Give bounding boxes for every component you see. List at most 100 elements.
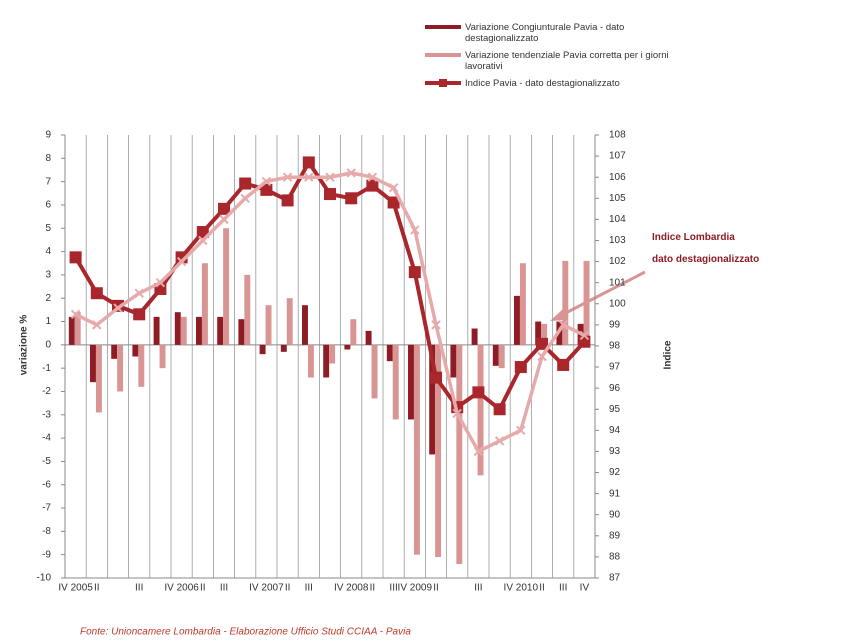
bar xyxy=(238,319,245,345)
marker xyxy=(281,194,294,207)
x-tick-label: III xyxy=(389,583,397,594)
y-tick-label: 6 xyxy=(45,200,51,211)
marker xyxy=(408,266,421,279)
bar xyxy=(138,344,145,387)
x-tick-label: II xyxy=(433,583,439,594)
y2-tick-label: 92 xyxy=(609,467,621,478)
bar xyxy=(435,344,442,558)
bar xyxy=(408,344,414,420)
marker xyxy=(537,351,547,362)
bar xyxy=(259,344,266,355)
bar xyxy=(307,344,314,378)
bar xyxy=(302,305,308,345)
x-tick-label: IV 2010 xyxy=(504,583,539,594)
y-tick-label: 7 xyxy=(45,176,51,187)
marker xyxy=(69,251,82,264)
marker xyxy=(260,183,273,196)
bar xyxy=(514,295,520,345)
bar xyxy=(329,344,336,364)
y-tick-label: -1 xyxy=(42,363,51,374)
y-tick-label: -2 xyxy=(42,386,51,397)
y2-tick-label: 88 xyxy=(609,552,621,563)
y2-tick-label: 91 xyxy=(609,488,621,499)
marker xyxy=(70,309,81,320)
marker xyxy=(431,320,441,330)
bar xyxy=(562,260,569,345)
bar xyxy=(265,305,272,345)
bar xyxy=(95,344,102,413)
legend-entry: Variazione Congiunturale Pavia - dato de… xyxy=(425,22,675,44)
bar xyxy=(429,344,436,455)
marker xyxy=(261,176,272,187)
y2-tick-label: 93 xyxy=(609,446,621,457)
y2-tick-label: 89 xyxy=(609,530,621,541)
marker xyxy=(176,256,187,267)
bar xyxy=(392,344,399,420)
bar xyxy=(456,344,463,565)
y2-tick-label: 107 xyxy=(609,151,626,162)
x-tick-label: IV 2005 xyxy=(58,583,93,594)
marker xyxy=(324,188,336,201)
y-tick-label: 1 xyxy=(45,316,51,327)
bar xyxy=(201,263,208,345)
marker xyxy=(430,371,442,384)
marker xyxy=(240,193,250,203)
y-tick-label: 9 xyxy=(45,130,51,141)
marker xyxy=(452,408,462,419)
bar xyxy=(68,316,75,345)
bar xyxy=(180,316,187,345)
bar xyxy=(477,344,484,476)
marker xyxy=(346,168,356,178)
legend: Variazione Congiunturale Pavia - dato de… xyxy=(425,22,675,95)
y-tick-label: -8 xyxy=(42,526,51,537)
y2-tick-label: 105 xyxy=(609,193,626,204)
bar xyxy=(323,344,330,378)
bar xyxy=(74,312,81,345)
marker xyxy=(239,177,252,190)
y-tick-label: -10 xyxy=(37,573,52,584)
y-axis-title: variazione % xyxy=(19,315,30,376)
y2-tick-label: 106 xyxy=(609,172,626,183)
bar xyxy=(471,328,478,345)
y2-tick-label: 104 xyxy=(609,214,626,225)
bar xyxy=(365,330,372,345)
y2-tick-label: 87 xyxy=(609,573,621,584)
x-tick-label: II xyxy=(200,583,206,594)
marker xyxy=(302,156,315,169)
y2-tick-label: 97 xyxy=(609,362,621,373)
y-tick-label: -5 xyxy=(42,456,51,467)
marker xyxy=(558,320,568,330)
y-tick-label: 2 xyxy=(45,293,51,304)
y2-tick-label: 100 xyxy=(609,298,626,309)
annotation-line: dato destagionalizzato xyxy=(652,254,759,265)
y-tick-label: 0 xyxy=(45,339,51,350)
x-tick-label: III xyxy=(220,583,228,594)
marker xyxy=(410,225,420,235)
marker xyxy=(90,287,103,300)
bar xyxy=(350,319,357,345)
annotation-arrow xyxy=(555,270,646,320)
bar xyxy=(371,344,378,399)
bar xyxy=(153,316,160,345)
marker xyxy=(494,436,505,446)
bar xyxy=(111,344,118,359)
y-tick-label: 8 xyxy=(45,153,51,164)
marker xyxy=(367,172,378,182)
bar xyxy=(450,344,457,378)
x-tick-label: IV xyxy=(580,583,590,594)
legend-entry: Variazione tendenziale Pavia corretta pe… xyxy=(425,50,675,72)
x-tick-label: II xyxy=(94,583,100,594)
bar xyxy=(344,344,351,350)
bar xyxy=(413,344,420,555)
bar xyxy=(519,263,526,345)
marker xyxy=(536,337,548,350)
y-tick-label: -9 xyxy=(42,549,51,560)
marker xyxy=(516,425,526,436)
x-tick-label: II xyxy=(285,583,291,594)
bar xyxy=(174,312,181,345)
marker xyxy=(514,361,527,374)
legend-label: Variazione Congiunturale Pavia - dato de… xyxy=(465,22,625,44)
y2-axis-title: Indice xyxy=(663,340,674,369)
